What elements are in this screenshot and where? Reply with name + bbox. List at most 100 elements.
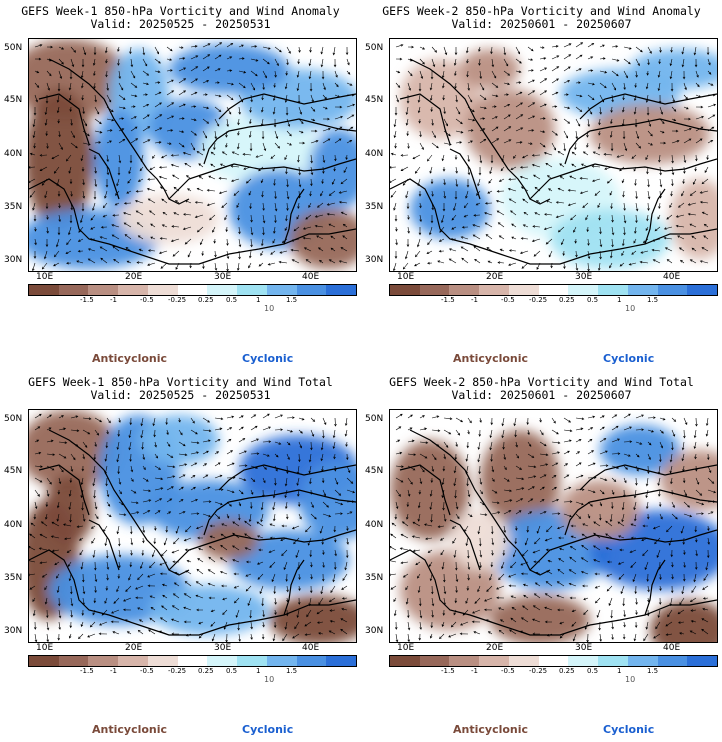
wind-arrow	[58, 453, 67, 459]
wind-arrow	[314, 214, 324, 218]
wind-arrow	[208, 556, 216, 563]
wind-arrow	[171, 605, 180, 611]
wind-arrow	[522, 224, 529, 228]
wind-arrow	[400, 533, 409, 539]
wind-arrow	[199, 238, 204, 246]
coastline	[390, 549, 717, 636]
wind-arrow	[285, 214, 288, 222]
wind-arrow	[391, 522, 397, 527]
wind-arrow	[467, 154, 470, 163]
wind-arrow	[551, 130, 558, 136]
wind-arrow	[272, 238, 276, 244]
wind-arrow	[58, 415, 64, 419]
wind-arrow	[245, 560, 252, 564]
longitude-label: 20E	[486, 272, 504, 282]
longitude-label: 30E	[575, 272, 593, 282]
wind-arrow	[328, 259, 336, 264]
wind-arrow	[527, 511, 533, 515]
wind-arrow	[610, 106, 613, 113]
wind-arrow	[683, 513, 693, 518]
wind-arrow	[705, 429, 709, 437]
wind-arrow	[238, 57, 245, 60]
wind-arrow	[702, 585, 709, 590]
wind-arrow	[244, 520, 252, 527]
wind-arrow	[499, 248, 505, 252]
wind-arrow	[54, 250, 60, 258]
wind-arrow	[523, 594, 529, 599]
wind-arrow	[166, 465, 176, 469]
wind-arrow	[593, 545, 601, 551]
wind-arrow	[262, 426, 271, 431]
wind-arrow	[197, 536, 204, 540]
wind-arrow	[568, 569, 577, 575]
wind-arrow	[689, 190, 697, 196]
wind-arrow	[536, 525, 541, 534]
wind-arrow	[293, 226, 300, 232]
wind-arrow	[599, 489, 605, 495]
wind-arrow	[78, 226, 84, 233]
wind-arrow	[656, 549, 661, 558]
wind-arrow	[646, 573, 650, 582]
wind-arrow	[539, 90, 548, 96]
wind-arrow	[342, 573, 348, 581]
colorbar-unit-label: 10	[264, 675, 275, 684]
wind-arrow	[332, 46, 336, 56]
wind-arrow	[623, 214, 627, 224]
wind-arrow	[190, 486, 196, 491]
wind-arrow	[342, 235, 348, 240]
wind-arrow	[455, 166, 458, 174]
wind-arrow	[573, 226, 577, 233]
wind-arrow	[334, 154, 337, 162]
wind-arrow	[491, 489, 498, 494]
wind-arrow	[623, 477, 627, 484]
wind-arrow	[100, 225, 108, 229]
wind-arrow	[407, 465, 416, 471]
wind-arrow	[165, 525, 169, 533]
vorticity-map	[29, 410, 356, 642]
wind-arrow	[210, 151, 216, 156]
wind-arrow	[202, 450, 209, 455]
wind-arrow	[671, 129, 679, 133]
wind-arrow	[497, 222, 505, 228]
wind-arrow	[250, 94, 253, 103]
colorbar-tick-label: 1	[256, 296, 261, 304]
wind-arrow	[142, 46, 146, 56]
wind-arrow	[639, 260, 649, 264]
wind-arrow	[609, 513, 613, 523]
wind-arrow	[154, 81, 161, 84]
wind-arrow	[610, 609, 613, 619]
wind-arrow	[682, 477, 686, 484]
wind-arrow	[93, 191, 97, 200]
wind-arrow	[430, 179, 434, 185]
wind-arrow	[142, 537, 145, 544]
wind-arrow	[659, 585, 662, 592]
wind-arrow	[571, 609, 577, 613]
wind-arrow	[345, 154, 348, 161]
wind-arrow	[123, 212, 132, 216]
wind-arrow	[202, 463, 208, 467]
wind-arrow	[621, 250, 625, 256]
wind-arrow	[479, 94, 487, 100]
wind-arrow	[395, 426, 402, 431]
coastline	[579, 93, 717, 120]
wind-arrow	[514, 429, 517, 438]
wind-arrow	[633, 489, 637, 499]
wind-arrow	[491, 126, 499, 132]
wind-arrow	[681, 58, 685, 68]
wind-arrow	[190, 498, 198, 503]
wind-arrow	[455, 429, 461, 436]
wind-arrow	[611, 477, 617, 483]
wind-arrow	[592, 151, 601, 156]
latitude-label: 45N	[4, 466, 23, 476]
wind-arrow	[232, 521, 240, 527]
wind-arrow	[238, 633, 241, 642]
colorbar-segment	[627, 285, 658, 295]
colorbar-segment	[479, 656, 509, 666]
latitude-label: 50N	[365, 414, 384, 424]
wind-arrow	[707, 114, 716, 120]
wind-arrow	[647, 416, 656, 419]
wind-arrow	[117, 58, 120, 66]
wind-arrow	[104, 597, 108, 604]
colorbar-tick-label: 1	[617, 667, 622, 675]
wind-arrow	[68, 501, 72, 510]
